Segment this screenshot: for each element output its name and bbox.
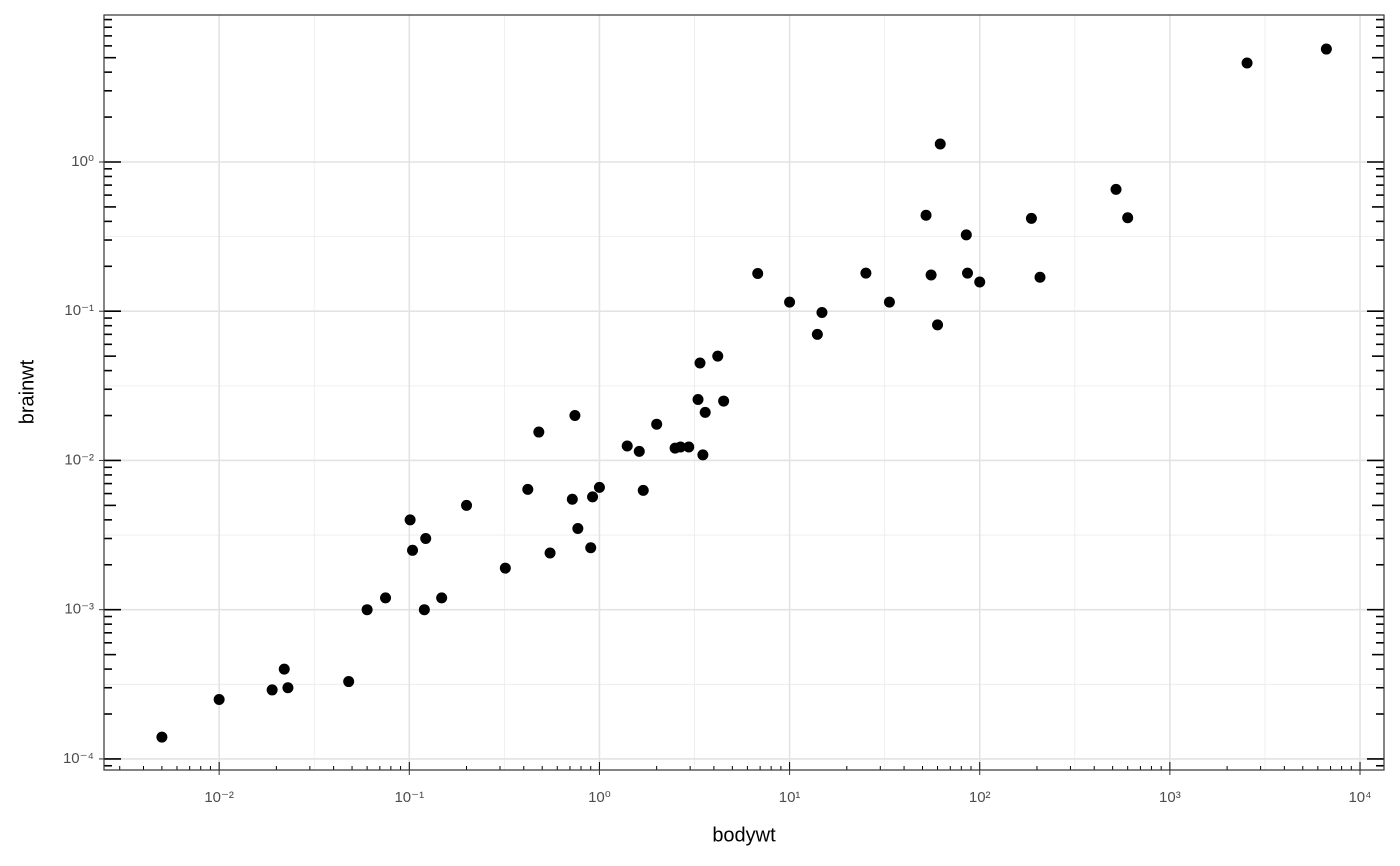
point [572,523,584,535]
point [692,394,704,406]
point [1241,57,1253,69]
point [278,663,290,675]
point [593,481,605,493]
point [752,267,764,279]
point [1320,43,1332,55]
point [960,229,972,241]
point [499,562,511,574]
point [920,209,932,221]
point [697,449,709,461]
x-tick-label: 10³ [1159,789,1181,806]
point [436,592,448,604]
point [784,296,796,308]
point [569,410,581,422]
point [361,604,373,616]
point [925,269,937,281]
point [883,296,895,308]
point [718,395,730,407]
point [637,484,649,496]
point [544,547,556,559]
y-tick-label: 10⁻¹ [64,302,94,319]
point [522,483,534,495]
point [1034,271,1046,283]
y-tick-label: 10⁻⁴ [63,750,94,767]
point [974,276,986,288]
point [533,426,545,438]
point [934,138,946,150]
point [1110,183,1122,195]
x-tick-label: 10⁰ [588,789,611,806]
point [699,406,711,418]
point [675,441,687,453]
point [651,418,663,430]
point [461,499,473,511]
point [811,328,823,340]
point [420,532,432,544]
point [932,319,944,331]
point [156,731,168,743]
point [694,357,706,369]
y-tick-label: 10⁻² [64,451,94,468]
point [962,267,974,279]
point [712,350,724,362]
point [1122,212,1134,224]
point [1025,212,1037,224]
point [343,676,355,688]
x-axis-title: bodywt [712,824,776,846]
point [418,604,430,616]
y-axis-title: brainwt [16,359,38,424]
point [585,542,597,554]
x-tick-label: 10⁻¹ [394,789,424,806]
panel-border [103,14,1385,771]
point [633,445,645,457]
y-tick-label: 10⁻³ [64,601,94,618]
point [587,491,599,503]
point [213,694,225,706]
point [282,682,294,694]
point [683,441,695,453]
point [266,684,278,696]
y-tick-label: 10⁰ [71,153,94,170]
point [621,440,633,452]
point [860,267,872,279]
point [407,544,419,556]
point [404,514,416,526]
point [380,592,392,604]
x-tick-label: 10⁴ [1348,789,1371,806]
x-tick-label: 10⁻² [204,789,234,806]
x-tick-label: 10¹ [779,789,801,806]
x-tick-label: 10² [969,789,991,806]
point [566,493,578,505]
point [816,307,828,319]
